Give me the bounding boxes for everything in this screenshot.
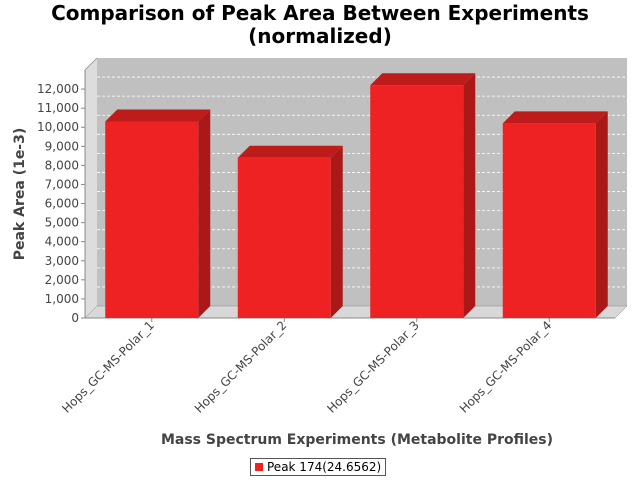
bar-side [330, 145, 343, 318]
y-tick-label: 6,000 [45, 197, 79, 211]
x-tick-label: Hops_GC-MS-Polar_4 [457, 318, 555, 416]
bar [370, 85, 464, 318]
y-tick-label: 2,000 [45, 273, 79, 287]
bar-top [502, 111, 608, 124]
legend-swatch [255, 463, 263, 471]
bar-side [198, 109, 211, 318]
chart-title-line-2: (normalized) [248, 24, 392, 48]
bar-side [595, 111, 608, 319]
legend: Peak 174(24.6562) [250, 458, 387, 476]
y-tick-label: 4,000 [45, 235, 79, 249]
x-tick-label: Hops_GC-MS-Polar_3 [324, 318, 422, 416]
y-tick-label: 10,000 [37, 120, 79, 134]
bar [105, 121, 199, 318]
bar-top [105, 109, 211, 122]
y-tick-label: 0 [71, 311, 79, 325]
x-tick-label: Hops_GC-MS-Polar_1 [59, 318, 157, 416]
y-tick-label: 5,000 [45, 216, 79, 230]
y-tick-label: 7,000 [45, 177, 79, 191]
y-tick-label: 11,000 [37, 101, 79, 115]
bar-side [463, 73, 476, 318]
y-tick-label: 8,000 [45, 158, 79, 172]
y-tick-label: 9,000 [45, 139, 79, 153]
bar-top [237, 145, 343, 158]
chart-title: Comparison of Peak Area Between Experime… [0, 2, 640, 48]
plot-top-edge [84, 57, 98, 71]
bar-top [370, 73, 476, 86]
chart-title-line-1: Comparison of Peak Area Between Experime… [51, 1, 589, 25]
x-tick-label: Hops_GC-MS-Polar_2 [192, 318, 290, 416]
y-tick-label: 12,000 [37, 82, 79, 96]
bar [502, 123, 596, 319]
y-axis-title: Peak Area (1e-3) [12, 128, 28, 261]
y-tick-label: 3,000 [45, 254, 79, 268]
legend-label: Peak 174(24.6562) [267, 460, 382, 474]
x-axis-title: Mass Spectrum Experiments (Metabolite Pr… [161, 432, 553, 448]
y-tick-label: 1,000 [45, 292, 79, 306]
bar [237, 157, 331, 318]
